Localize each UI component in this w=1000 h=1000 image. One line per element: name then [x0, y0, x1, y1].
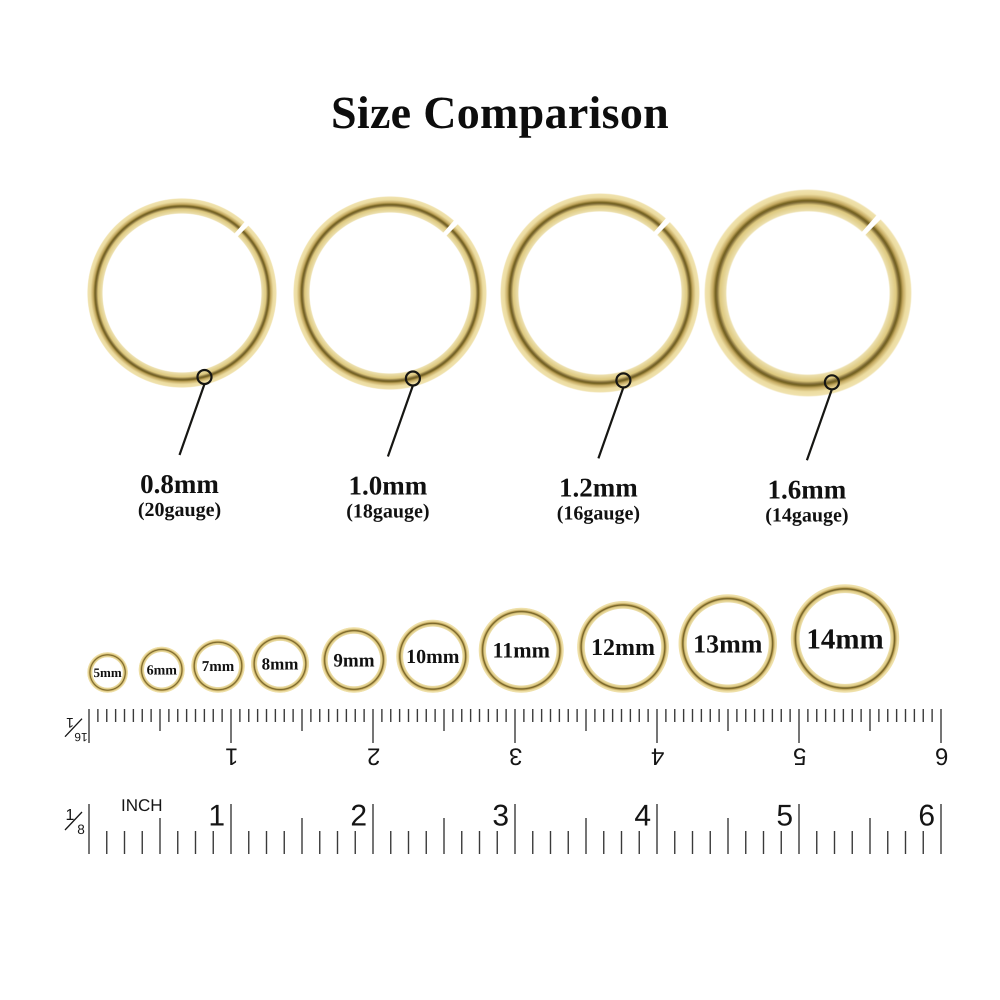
- svg-text:4: 4: [634, 800, 651, 833]
- svg-text:8: 8: [77, 822, 85, 837]
- svg-text:2: 2: [367, 742, 380, 769]
- svg-text:3: 3: [509, 742, 522, 769]
- svg-text:2: 2: [350, 800, 367, 833]
- svg-text:4: 4: [651, 742, 664, 769]
- svg-text:1: 1: [208, 800, 225, 833]
- svg-text:INCH: INCH: [121, 796, 163, 815]
- svg-text:5: 5: [776, 800, 793, 833]
- svg-text:6: 6: [918, 800, 935, 833]
- svg-text:16: 16: [74, 730, 88, 744]
- svg-text:5: 5: [793, 742, 806, 769]
- svg-text:3: 3: [492, 800, 509, 833]
- svg-text:6: 6: [935, 742, 948, 769]
- svg-text:1: 1: [225, 742, 238, 769]
